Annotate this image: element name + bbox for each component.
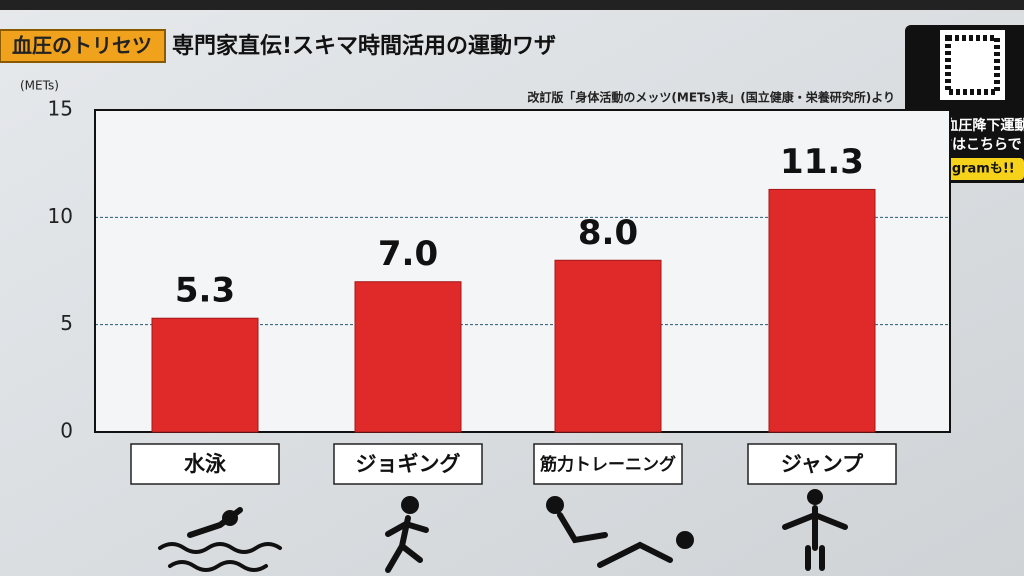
plot-frame — [94, 109, 951, 433]
x-tick-label: 水泳 — [184, 452, 227, 476]
y-tick-label: 0 — [60, 419, 73, 443]
qr-pattern — [945, 35, 1000, 95]
category-box — [333, 443, 483, 485]
exercise-icon-head — [546, 496, 564, 514]
category-box — [130, 443, 280, 485]
x-tick-label: ジョギング — [356, 452, 461, 476]
category-box — [533, 443, 683, 485]
tag-box — [0, 29, 166, 63]
bar — [151, 317, 259, 433]
source-note: 改訂版「身体活動のメッツ(METs)表」(国立健康・栄養研究所)より — [527, 90, 895, 105]
run-icon-body — [385, 515, 429, 573]
data-label: 7.0 — [378, 234, 438, 274]
header-tag: 血圧のトリセツ — [12, 34, 152, 58]
x-tick-label: 筋力トレーニング — [539, 454, 676, 475]
bar — [768, 188, 876, 433]
data-label: 11.3 — [780, 142, 864, 182]
header-title: 専門家直伝!スキマ時間活用の運動ワザ — [172, 33, 556, 59]
jump-icon-head — [807, 489, 823, 505]
exercise-icon-body — [557, 512, 673, 568]
data-label: 8.0 — [578, 213, 638, 253]
exercise-icon-head2 — [676, 531, 694, 549]
bar — [354, 281, 462, 433]
y-tick-label: 5 — [60, 311, 73, 335]
y-axis-label: (METs) — [20, 79, 59, 93]
bezel — [0, 0, 1024, 10]
jump-icon-body — [782, 505, 848, 571]
category-box — [747, 443, 897, 485]
icons — [158, 489, 848, 573]
y-tick-label: 15 — [48, 97, 73, 121]
swim-icon-body — [187, 507, 243, 538]
data-label: 5.3 — [175, 271, 235, 311]
bar — [554, 259, 662, 433]
y-tick-label: 10 — [48, 204, 73, 228]
run-icon-head — [401, 496, 419, 514]
x-tick-label: ジャンプ — [781, 452, 864, 476]
swim-icon — [158, 542, 282, 572]
